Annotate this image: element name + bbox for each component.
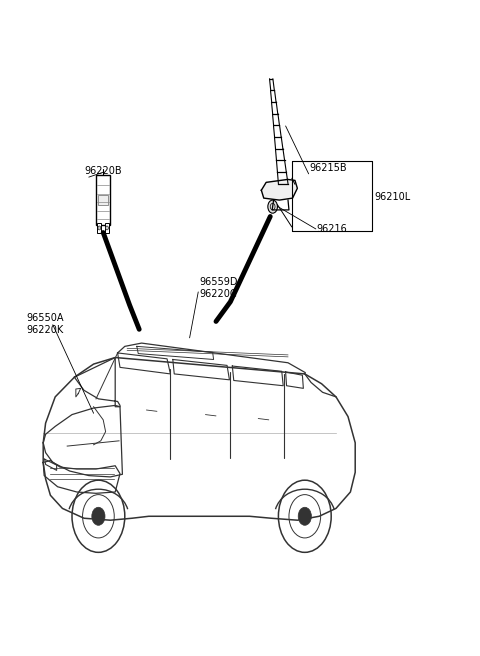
Text: 96220C: 96220C	[199, 289, 237, 298]
Circle shape	[98, 226, 101, 230]
Circle shape	[268, 200, 277, 213]
Bar	[96, 175, 110, 224]
Bar	[98, 195, 108, 205]
Circle shape	[92, 507, 105, 525]
Circle shape	[298, 507, 312, 525]
Text: 96210L: 96210L	[374, 192, 411, 202]
Text: 96550A: 96550A	[26, 314, 64, 323]
Bar	[97, 223, 101, 233]
Polygon shape	[261, 180, 297, 200]
Bar	[105, 223, 109, 233]
Text: 96215B: 96215B	[310, 163, 347, 173]
Text: 96559D: 96559D	[199, 277, 238, 287]
Text: 96216: 96216	[317, 224, 348, 234]
Text: 96220B: 96220B	[84, 166, 121, 176]
Circle shape	[106, 226, 108, 230]
Text: 96220K: 96220K	[26, 325, 64, 335]
